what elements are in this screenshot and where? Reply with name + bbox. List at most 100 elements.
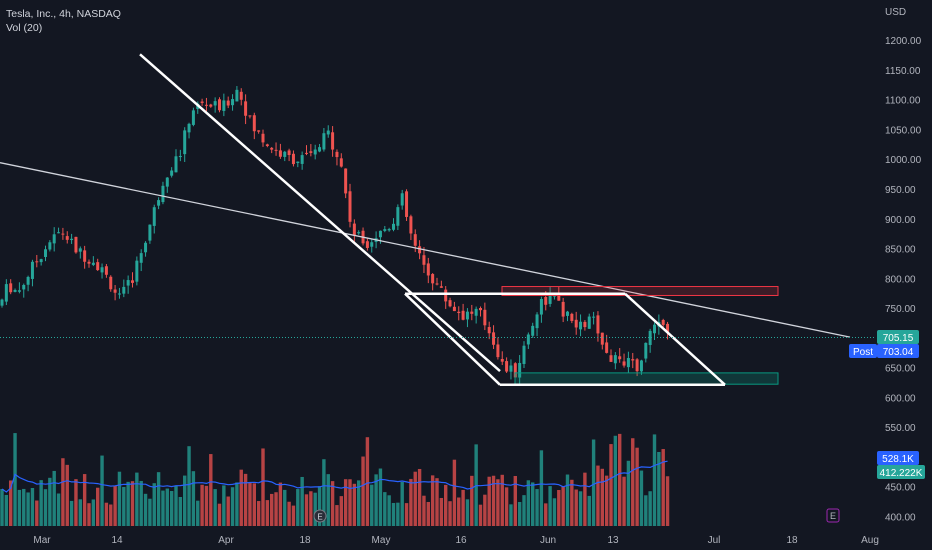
time-tick-label: Apr — [218, 535, 234, 546]
candle-body — [370, 242, 374, 247]
volume-bar — [65, 464, 69, 526]
candle-body — [435, 283, 439, 285]
volume-bar — [135, 472, 139, 526]
candle-body — [587, 316, 591, 329]
volume-bar — [43, 489, 48, 526]
post-label-badge — [849, 344, 877, 358]
candle-body — [444, 289, 448, 302]
volume-bar — [239, 469, 243, 526]
candle-body — [152, 207, 156, 226]
candle-body — [157, 200, 161, 206]
volume-bar — [574, 489, 578, 526]
volume-ma-badge — [877, 451, 919, 465]
volume-bar — [357, 480, 361, 526]
candle-body — [252, 115, 256, 132]
volume-bar — [374, 474, 378, 526]
candle-body — [135, 260, 139, 282]
candle-body — [509, 365, 513, 372]
candle-body — [318, 147, 322, 152]
volume-bar — [187, 446, 191, 526]
candle-body — [457, 311, 461, 314]
volume-bar — [0, 489, 4, 526]
candle-body — [378, 230, 382, 238]
candle-body — [352, 223, 356, 236]
volume-bar — [504, 487, 509, 526]
candle-body — [131, 280, 134, 283]
earnings-marker-icon[interactable] — [313, 509, 327, 523]
candle-body — [448, 300, 452, 307]
candle-body — [65, 236, 69, 240]
candle-body — [300, 155, 304, 164]
volume-bar — [196, 500, 200, 526]
candle-body — [117, 293, 121, 295]
candle-body — [296, 161, 300, 164]
volume-bar — [117, 471, 122, 526]
support-zone — [514, 372, 779, 385]
volume-bar — [591, 439, 596, 526]
event-marker-icon[interactable] — [826, 508, 840, 523]
volume-bar — [261, 448, 265, 526]
volume-bar — [122, 486, 126, 526]
volume-bar — [631, 438, 635, 526]
symbol-title[interactable]: Tesla, Inc., 4h, NASDAQ — [6, 8, 121, 20]
volume-bar — [661, 449, 665, 526]
candle-body — [322, 133, 326, 150]
flag-left-line — [404, 292, 501, 386]
time-axis[interactable]: Mar 14 Apr 18 May 16 Jun 13 Jul 18 Aug — [33, 535, 879, 546]
candle-body — [644, 342, 648, 359]
candle-body — [222, 100, 226, 111]
candle-body — [165, 177, 169, 187]
candle-body — [213, 101, 217, 106]
volume-indicator-label[interactable]: Vol (20) — [6, 22, 43, 34]
candle-body — [522, 345, 526, 364]
time-tick-label: Jul — [708, 535, 721, 546]
volume-bar — [270, 493, 274, 526]
volume-bar — [491, 475, 496, 526]
candle-body — [539, 298, 543, 315]
volume-ma-line — [1, 460, 668, 493]
time-tick-label: Aug — [861, 535, 879, 546]
price-tick-label: 1000.00 — [885, 155, 922, 166]
candle-body — [605, 342, 609, 353]
candle-body — [313, 149, 317, 155]
candle-body — [174, 156, 178, 173]
volume-bar — [165, 488, 169, 526]
candle-body — [218, 99, 221, 111]
volume-bar — [30, 487, 35, 526]
volume-bar — [113, 485, 117, 526]
volume-bar — [404, 503, 409, 526]
volume-bar — [22, 488, 26, 526]
volume-bar — [291, 505, 296, 526]
candle-body — [191, 110, 195, 125]
volume-ma-text: 528.1K — [882, 454, 914, 465]
volume-bar — [478, 504, 483, 526]
volume-bar — [100, 455, 104, 526]
currency-label: USD — [885, 7, 906, 18]
candle-body — [439, 286, 443, 288]
volume-bar — [178, 497, 183, 526]
volume-bar — [470, 475, 474, 526]
candle-body — [309, 151, 313, 153]
volume-bar — [430, 475, 435, 526]
price-tick-label: 950.00 — [885, 185, 916, 196]
candle-body — [178, 155, 182, 158]
volume-bar — [300, 476, 304, 526]
volume-bar — [96, 487, 100, 526]
candle-body — [30, 261, 34, 279]
volume-bar — [69, 500, 74, 526]
candle-body — [583, 321, 587, 328]
volume-last-text: 412.222K — [880, 468, 923, 479]
candle-body — [426, 263, 430, 276]
candle-body — [557, 295, 561, 301]
candle-body — [13, 289, 17, 292]
volume-bar — [600, 468, 604, 526]
volume-bar — [609, 444, 613, 526]
volume-bar — [587, 495, 591, 526]
candle-body — [305, 152, 308, 154]
volume-bar — [317, 486, 322, 526]
volume-bar — [383, 492, 387, 526]
volume-bar — [243, 473, 248, 526]
candle-body — [100, 267, 104, 273]
candle-body — [535, 314, 539, 329]
